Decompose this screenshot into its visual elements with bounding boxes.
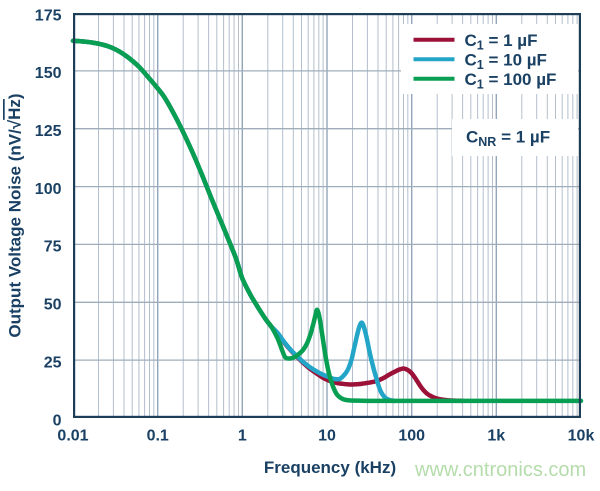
svg-text:125: 125 <box>35 123 62 140</box>
svg-text:100: 100 <box>398 428 425 445</box>
svg-text:75: 75 <box>44 239 62 256</box>
svg-text:10k: 10k <box>568 428 595 445</box>
svg-text:C1 = 10 µF: C1 = 10 µF <box>465 50 547 72</box>
svg-text:10: 10 <box>318 428 336 445</box>
svg-text:25: 25 <box>44 354 62 371</box>
svg-text:www.cntronics.com: www.cntronics.com <box>414 459 586 481</box>
svg-text:100: 100 <box>35 181 62 198</box>
svg-text:1k: 1k <box>487 428 505 445</box>
svg-text:0.1: 0.1 <box>147 428 169 445</box>
svg-text:Output Voltage Noise (nV/√Hz): Output Voltage Noise (nV/√Hz) <box>5 93 24 337</box>
svg-text:0: 0 <box>53 412 62 429</box>
svg-text:Frequency (kHz): Frequency (kHz) <box>264 458 396 477</box>
svg-text:1: 1 <box>238 428 247 445</box>
svg-text:175: 175 <box>35 7 62 24</box>
svg-text:C1 = 100 µF: C1 = 100 µF <box>465 70 557 92</box>
svg-text:150: 150 <box>35 65 62 82</box>
svg-text:0.01: 0.01 <box>57 428 88 445</box>
svg-text:50: 50 <box>44 297 62 314</box>
svg-text:C1 = 1 µF: C1 = 1 µF <box>465 31 538 53</box>
